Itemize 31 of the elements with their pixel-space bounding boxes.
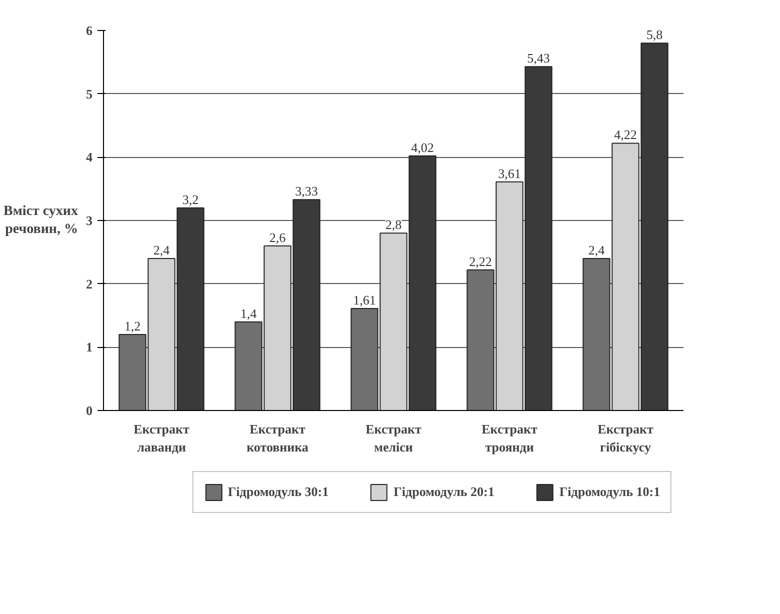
data-label: 1,4 [240,306,258,321]
x-tick-label: Екстракт гібіскусу [598,422,654,454]
y-tick-label: 2 [86,276,92,292]
legend-label: Гідромодуль 20:1 [394,484,494,500]
data-label: 2,6 [269,230,286,245]
data-label: 4,02 [411,140,434,155]
y-tick-label: 4 [86,150,93,165]
y-tick-label: 0 [86,403,92,418]
data-label: 3,33 [295,184,318,199]
data-label: 1,2 [124,318,141,334]
data-label: 1,61 [353,292,376,308]
y-tick-label: 3 [86,213,93,228]
y-axis-title: Вміст сухих речовин, % [4,204,78,237]
y-tick-label: 1 [86,340,92,355]
x-tick-label: Екстракт меліси [366,422,422,454]
data-label: 5,43 [527,50,550,66]
data-label: 4,22 [614,127,637,142]
x-tick-label: Екстракт котовника [246,422,309,454]
x-tick-label: Екстракт троянди [482,422,538,454]
data-label: 2,4 [588,242,606,258]
y-tick-label: 6 [86,23,93,38]
y-tick-label: 5 [86,86,93,102]
legend-label: Гідромодуль 30:1 [228,484,329,500]
data-label: 2,4 [153,242,170,258]
data-label: 3,61 [498,166,521,181]
data-label: 3,2 [182,192,199,207]
data-label: 2,8 [385,217,402,232]
data-label: 2,22 [469,254,492,269]
data-label: 5,8 [646,27,663,42]
legend-label: Гідромодуль 10:1 [559,484,660,500]
x-tick-label: Екстракт лаванди [134,422,190,454]
